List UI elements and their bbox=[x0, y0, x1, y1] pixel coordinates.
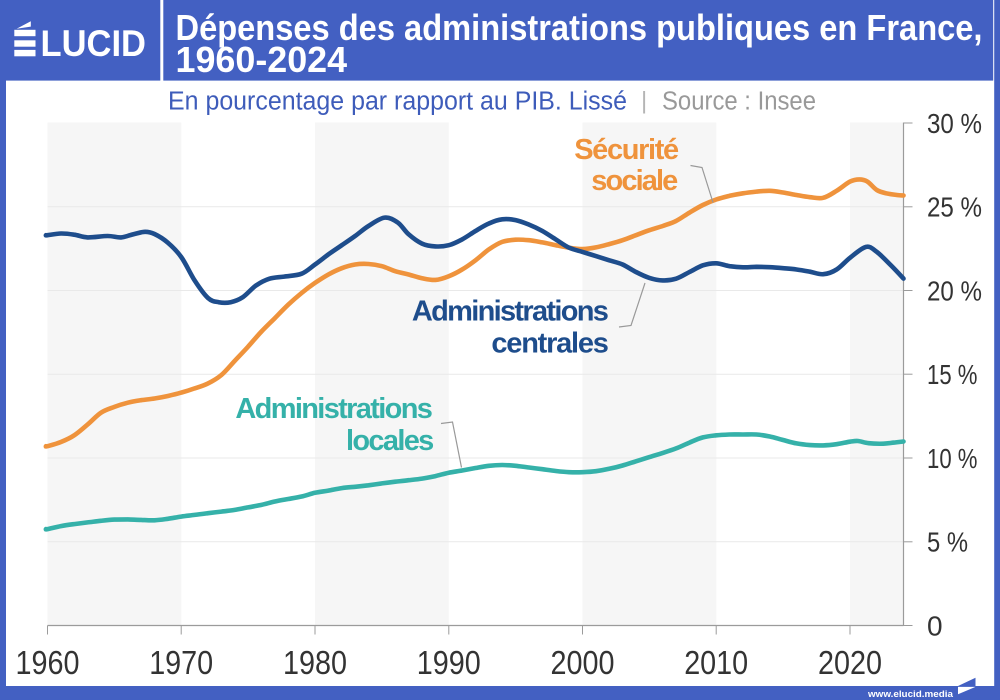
svg-text:Source : Insee: Source : Insee bbox=[662, 88, 816, 116]
svg-text:5 %: 5 % bbox=[927, 527, 968, 558]
svg-text:10 %: 10 % bbox=[927, 443, 978, 474]
svg-text:2010: 2010 bbox=[684, 644, 748, 681]
svg-text:25 %: 25 % bbox=[927, 192, 982, 223]
svg-text:www.elucid.media: www.elucid.media bbox=[867, 689, 954, 700]
svg-text:centrales: centrales bbox=[491, 328, 609, 360]
svg-text:15 %: 15 % bbox=[927, 359, 978, 390]
svg-text:1990: 1990 bbox=[417, 644, 481, 681]
svg-text:1980: 1980 bbox=[283, 644, 347, 681]
svg-text:LUCID: LUCID bbox=[41, 23, 147, 64]
svg-text:sociale: sociale bbox=[591, 165, 678, 197]
svg-text:Dépenses des administrations p: Dépenses des administrations publiques e… bbox=[176, 7, 983, 48]
svg-text:2020: 2020 bbox=[818, 644, 882, 681]
svg-text:En pourcentage par rapport au: En pourcentage par rapport au PIB. Lissé bbox=[168, 88, 627, 116]
svg-text:1960: 1960 bbox=[16, 644, 80, 681]
svg-text:20 %: 20 % bbox=[927, 275, 982, 306]
svg-text:Sécurité: Sécurité bbox=[574, 134, 679, 166]
svg-text:1970: 1970 bbox=[149, 644, 213, 681]
svg-text:2000: 2000 bbox=[551, 644, 615, 681]
svg-text:|: | bbox=[641, 88, 647, 115]
svg-text:0: 0 bbox=[927, 610, 943, 641]
svg-text:30 %: 30 % bbox=[927, 108, 982, 139]
svg-text:1960-2024: 1960-2024 bbox=[176, 39, 348, 80]
svg-text:Administrations: Administrations bbox=[235, 393, 433, 425]
svg-text:locales: locales bbox=[346, 425, 434, 457]
svg-text:Administrations: Administrations bbox=[412, 296, 609, 328]
